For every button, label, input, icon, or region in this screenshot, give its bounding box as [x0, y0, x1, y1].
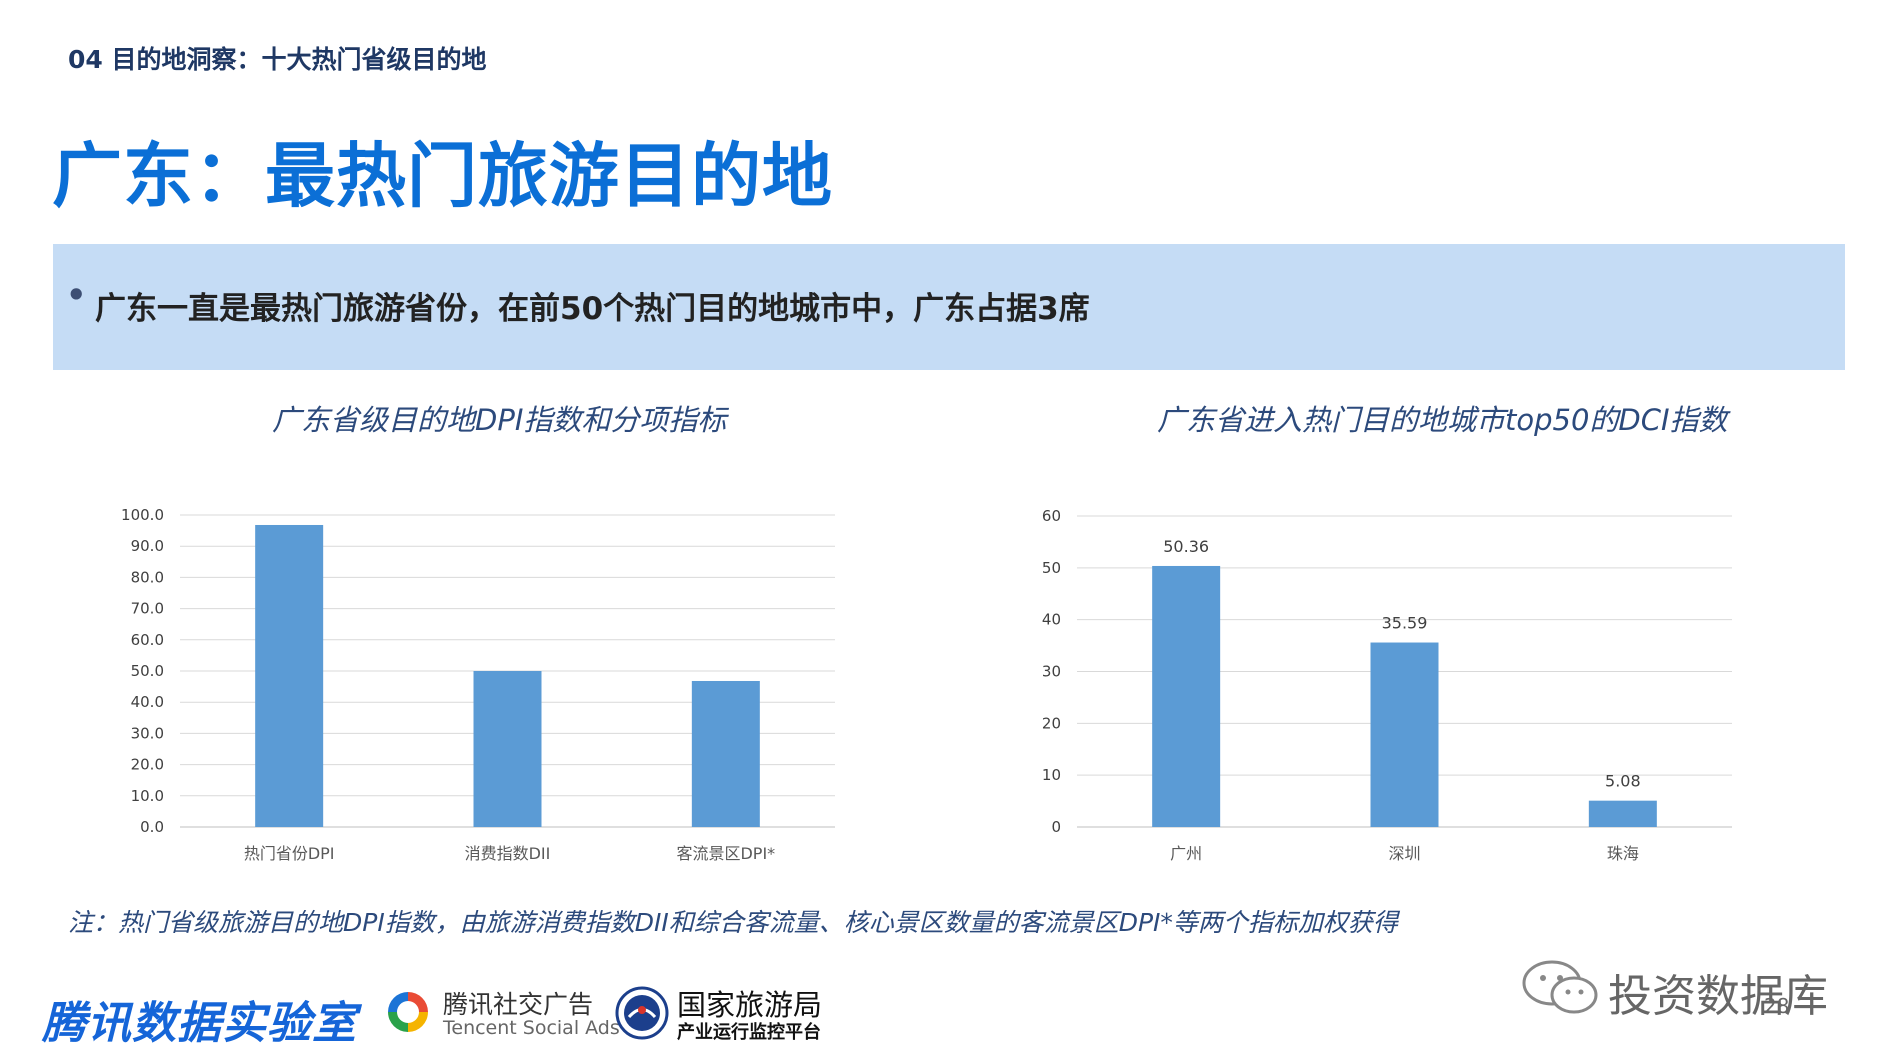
chart1-ytick-label: 0.0 [140, 818, 164, 836]
chart1-ytick-label: 80.0 [131, 568, 164, 586]
chart2-data-label: 50.36 [1163, 537, 1209, 556]
page-title: 广东：最热门旅游目的地 [52, 135, 833, 217]
tencent-data-lab-logo: 腾讯数据实验室 [42, 998, 357, 1049]
chart2-xtick-label: 深圳 [1388, 844, 1420, 863]
chart1-xtick-label: 热门省份DPI [244, 844, 335, 863]
chart2-ytick-label: 60 [1042, 507, 1061, 525]
chart2-ytick-label: 50 [1042, 559, 1061, 577]
watermark: 投资数据库 [1520, 954, 1850, 1024]
section-label: 04 目的地洞察：十大热门省级目的地 [68, 45, 487, 74]
chart2-bar [1370, 642, 1439, 827]
page-number: 28 [1764, 994, 1790, 1018]
chart1-ytick-label: 70.0 [131, 600, 164, 618]
chart1-dpi-bar-chart: 0.0 10.0 20.0 30.0 40.0 50.0 60.0 70.0 80.0 90.0 1… [121, 506, 835, 863]
watermark-text: 投资数据库 [1608, 971, 1828, 1022]
chart1-bar [691, 680, 760, 827]
chart2-xtick-label: 珠海 [1607, 844, 1639, 863]
cnta-seal-icon [615, 986, 669, 1040]
wechat-icon [1522, 960, 1598, 1014]
chart2-ytick-label: 40 [1042, 611, 1061, 629]
chart1-ytick-label: 50.0 [131, 662, 164, 680]
highlight-box: • 广东一直是最热门旅游省份，在前50个热门目的地城市中，广东占据3席 [53, 244, 1845, 370]
chart1-ytick-label: 60.0 [131, 631, 164, 649]
chart2-data-label: 5.08 [1605, 772, 1641, 791]
chart1-ytick-label: 30.0 [131, 724, 164, 742]
tencent-social-ads-sub: Tencent Social Ads [443, 1017, 620, 1039]
cnta-sub: 产业运行监控平台 [677, 1022, 821, 1043]
chart1-title: 广东省级目的地DPI指数和分项指标 [272, 403, 727, 437]
footnote: 注：热门省级旅游目的地DPI指数，由旅游消费指数DII和综合客流量、核心景区数量… [68, 908, 1398, 937]
bullet-icon: • [66, 276, 87, 314]
chart1-ytick-label: 40.0 [131, 693, 164, 711]
cnta-name: 国家旅游局 [677, 988, 823, 1022]
chart2-title: 广东省进入热门目的地城市top50的DCI指数 [1157, 403, 1728, 437]
chart2-dci-bar-chart: 0 10 20 30 40 50 60 广州 50.36 深圳 35.59 珠海 5.08 [1042, 507, 1732, 863]
chart1-ytick-label: 100.0 [121, 506, 164, 524]
chart2-bar [1152, 565, 1221, 827]
highlight-text: 广东一直是最热门旅游省份，在前50个热门目的地城市中，广东占据3席 [95, 291, 1090, 327]
tencent-social-ads-mark-icon [388, 992, 428, 1032]
chart1-bar [255, 524, 324, 827]
chart1-bar [473, 671, 542, 827]
chart1-xtick-label: 客流景区DPI* [676, 844, 775, 863]
chart2-xtick-label: 广州 [1170, 844, 1202, 863]
cnta-logo: 国家旅游局 产业运行监控平台 [615, 982, 835, 1048]
chart2-ytick-label: 0 [1051, 818, 1061, 836]
chart1-ytick-label: 90.0 [131, 537, 164, 555]
tencent-social-ads-logo: 腾讯社交广告 Tencent Social Ads [385, 985, 620, 1045]
chart2-ytick-label: 30 [1042, 663, 1061, 681]
chart2-ytick-label: 10 [1042, 766, 1061, 784]
chart1-ytick-label: 10.0 [131, 787, 164, 805]
tencent-social-ads-name: 腾讯社交广告 [443, 990, 594, 1019]
chart2-bar [1588, 800, 1657, 827]
chart1-ytick-label: 20.0 [131, 756, 164, 774]
chart2-data-label: 35.59 [1382, 614, 1428, 633]
chart2-ytick-label: 20 [1042, 714, 1061, 732]
chart1-xtick-label: 消费指数DII [465, 844, 551, 863]
